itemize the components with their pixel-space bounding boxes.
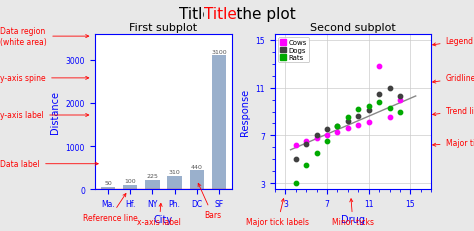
Text: 3100: 3100 [211, 49, 227, 55]
Text: 310: 310 [169, 169, 181, 174]
Point [292, 182, 300, 185]
Bar [123, 185, 137, 189]
Text: Major tick labels: Major tick labels [246, 199, 310, 226]
X-axis label: Drug: Drug [341, 214, 365, 224]
Point [365, 121, 373, 125]
Point [334, 125, 341, 128]
Point [302, 164, 310, 167]
Bar [167, 176, 182, 189]
Bar [190, 170, 204, 189]
Point [396, 98, 404, 102]
Bar [101, 187, 115, 189]
Text: Minor ticks: Minor ticks [332, 199, 374, 226]
Text: Reference line: Reference line [83, 194, 138, 222]
Text: y-axis spine: y-axis spine [0, 74, 89, 83]
Text: y-axis label: y-axis label [0, 111, 89, 120]
Point [323, 128, 331, 132]
Point [375, 101, 383, 104]
Point [386, 86, 393, 90]
Point [375, 92, 383, 96]
Text: Data label: Data label [0, 160, 98, 168]
Point [313, 136, 320, 140]
Point [292, 143, 300, 147]
Point [355, 115, 362, 119]
Y-axis label: Distance: Distance [50, 91, 60, 134]
Point [365, 104, 373, 108]
Point [334, 125, 341, 128]
Bar [212, 56, 226, 189]
Point [386, 107, 393, 110]
Point [302, 140, 310, 144]
Text: x-axis label: x-axis label [137, 204, 182, 226]
X-axis label: City: City [154, 214, 173, 224]
Text: Title: Title [204, 7, 237, 22]
Point [344, 116, 352, 120]
Point [323, 140, 331, 144]
Point [313, 134, 320, 138]
Text: Data region
(white area): Data region (white area) [0, 27, 89, 47]
Point [355, 108, 362, 112]
Text: 225: 225 [146, 173, 158, 178]
Point [344, 127, 352, 131]
Y-axis label: Response: Response [240, 88, 250, 136]
Text: 50: 50 [104, 181, 112, 185]
Point [396, 95, 404, 98]
Text: 100: 100 [125, 178, 136, 183]
Point [355, 123, 362, 127]
Point [313, 152, 320, 155]
Text: Gridlines: Gridlines [433, 74, 474, 84]
Point [323, 134, 331, 138]
Legend: Cows, Dogs, Rats: Cows, Dogs, Rats [278, 38, 309, 63]
Bar [145, 180, 160, 189]
Title: Second subplot: Second subplot [310, 23, 396, 33]
Point [292, 158, 300, 161]
Text: Bars: Bars [198, 184, 221, 219]
Text: Trend line: Trend line [433, 106, 474, 116]
Text: 440: 440 [191, 164, 203, 169]
Title: First subplot: First subplot [129, 23, 198, 33]
Text: Title of the plot: Title of the plot [179, 7, 295, 22]
Text: Legend: Legend [433, 37, 474, 47]
Point [344, 120, 352, 123]
Point [365, 109, 373, 113]
Point [334, 131, 341, 134]
Point [386, 116, 393, 120]
Text: Major ticks: Major ticks [433, 139, 474, 148]
Point [396, 110, 404, 114]
Point [375, 65, 383, 69]
Point [302, 142, 310, 146]
